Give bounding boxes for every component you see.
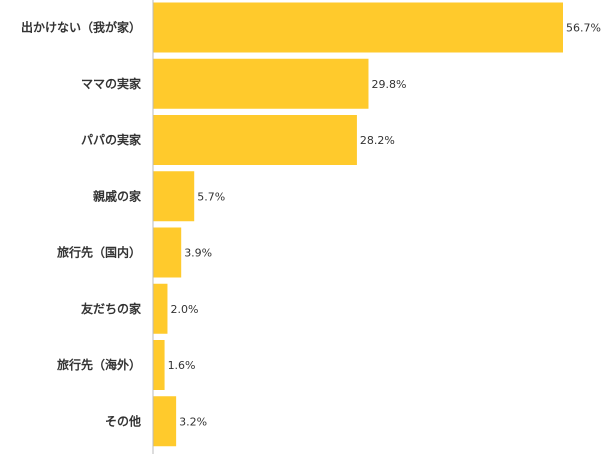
bar-6 <box>153 283 168 334</box>
bar-5 <box>153 227 182 278</box>
category-label-4: 親戚の家 <box>93 188 142 203</box>
category-label-5: 旅行先（国内） <box>57 245 141 260</box>
value-label-3: 28.2% <box>360 134 395 147</box>
category-label-3: パパの実家 <box>81 132 142 147</box>
value-label-1: 56.7% <box>566 22 601 35</box>
bar-8 <box>153 396 177 447</box>
bar-7 <box>153 340 165 390</box>
value-label-6: 2.0% <box>170 303 198 316</box>
category-label-6: 友だちの家 <box>80 301 142 316</box>
value-label-5: 3.9% <box>184 247 212 260</box>
bar-1 <box>153 2 563 53</box>
bars-group <box>153 2 563 447</box>
bar-3 <box>153 115 357 165</box>
value-label-8: 3.2% <box>179 415 207 428</box>
value-label-7: 1.6% <box>168 359 196 372</box>
labels-group: 出かけない（我が家） 56.7% ママの実家 29.8% パパの実家 28.2% 親戚の家 5… <box>21 20 601 429</box>
value-label-2: 29.8% <box>371 78 406 91</box>
category-label-1: 出かけない（我が家） <box>21 20 141 35</box>
bar-2 <box>153 58 369 109</box>
bar-4 <box>153 171 195 222</box>
value-label-4: 5.7% <box>197 190 225 203</box>
category-label-7: 旅行先（海外） <box>57 357 141 372</box>
category-label-8: その他 <box>105 413 141 428</box>
category-label-2: ママの実家 <box>81 76 142 91</box>
